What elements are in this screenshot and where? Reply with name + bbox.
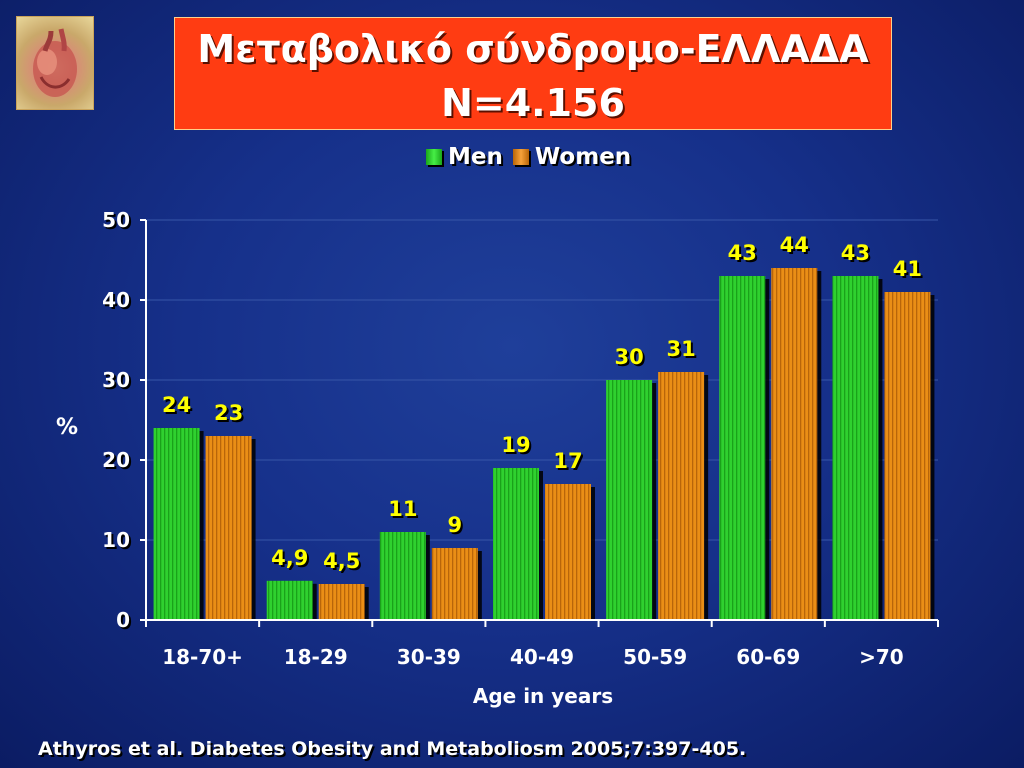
axis-layer <box>140 219 939 627</box>
value-label-shadow-women-1: 4,5 <box>325 551 362 575</box>
y-tick-label-30: 30 <box>102 368 130 392</box>
bar-women-3 <box>545 484 591 620</box>
slide-subtitle: N=4.156 <box>441 81 625 125</box>
value-label-shadow-women-5: 44 <box>782 235 811 259</box>
x-tick-label-0: 18-70+ <box>162 645 243 669</box>
value-label-women-6: 41 <box>893 257 922 281</box>
bar-men-0 <box>153 428 200 620</box>
bar-women-6 <box>884 292 931 620</box>
bar-men-3 <box>493 468 539 620</box>
y-tick-shadow-10: 10 <box>104 530 132 554</box>
x-tick-label-3: 40-49 <box>510 645 574 669</box>
value-label-women-0: 23 <box>214 401 243 425</box>
value-label-women-4: 31 <box>667 337 696 361</box>
y-tick-shadow-30: 30 <box>104 370 132 394</box>
chart-legend: Men Women <box>426 140 631 174</box>
bar-men-6 <box>832 276 879 620</box>
value-label-shadow-women-3: 17 <box>555 451 584 475</box>
y-tick-label-50: 50 <box>102 208 130 232</box>
y-tick-shadow-20: 20 <box>104 450 132 474</box>
value-label-shadow-men-1: 4,9 <box>273 548 310 572</box>
value-label-women-2: 9 <box>448 513 463 537</box>
value-label-shadow-women-2: 9 <box>450 515 465 539</box>
x-tick-label-2: 30-39 <box>397 645 461 669</box>
bar-men-4 <box>606 380 653 620</box>
x-axis-title: Age in years <box>473 684 613 708</box>
y-tick-label-20: 20 <box>102 448 130 472</box>
value-label-men-6: 43 <box>841 241 870 265</box>
bar-layer <box>153 268 935 620</box>
legend-swatch-men <box>426 149 442 165</box>
y-tick-shadow-50: 50 <box>104 210 132 234</box>
y-tick-label-0: 0 <box>116 608 130 632</box>
slide-title: Μεταβολικό σύνδρομο-ΕΛΛΑΔΑ <box>197 27 869 71</box>
value-label-men-0: 24 <box>162 393 191 417</box>
value-label-shadow-men-6: 43 <box>843 243 872 267</box>
value-label-shadow-men-3: 19 <box>503 435 532 459</box>
x-tick-label-1: 18-29 <box>284 645 348 669</box>
value-label-men-1: 4,9 <box>271 546 308 570</box>
legend-swatch-women <box>512 149 529 165</box>
value-label-shadow-women-4: 31 <box>669 339 698 363</box>
legend-label-men: Men <box>448 144 503 170</box>
value-label-men-2: 11 <box>388 497 417 521</box>
bar-men-5 <box>719 276 766 620</box>
bar-women-2 <box>431 548 478 620</box>
bar-women-4 <box>658 372 705 620</box>
value-label-women-1: 4,5 <box>323 549 360 573</box>
x-tick-label-6: >70 <box>859 645 904 669</box>
citation-footer: Athyros et al. Diabetes Obesity and Meta… <box>38 738 747 760</box>
slide-title-box: Μεταβολικό σύνδρομο-ΕΛΛΑΔΑ N=4.156 <box>174 17 892 130</box>
legend-item-men: Men <box>426 144 503 170</box>
bar-women-0 <box>205 436 252 620</box>
x-tick-label-4: 50-59 <box>623 645 687 669</box>
y-tick-label-10: 10 <box>102 528 130 552</box>
heart-illustration-icon <box>16 16 94 110</box>
value-label-men-5: 43 <box>728 241 757 265</box>
value-label-women-3: 17 <box>553 449 582 473</box>
y-tick-shadow-40: 40 <box>104 290 132 314</box>
y-axis-title: % <box>56 415 78 440</box>
bar-women-1 <box>318 584 365 620</box>
bar-women-5 <box>771 268 818 620</box>
value-label-women-5: 44 <box>780 233 809 257</box>
value-label-men-3: 19 <box>501 433 530 457</box>
y-tick-shadow-0: 0 <box>118 610 132 634</box>
value-label-shadow-men-0: 24 <box>164 395 193 419</box>
value-label-shadow-women-0: 23 <box>216 403 245 427</box>
value-label-shadow-men-5: 43 <box>730 243 759 267</box>
bar-men-2 <box>379 532 426 620</box>
legend-label-women: Women <box>534 144 632 170</box>
value-label-men-4: 30 <box>615 345 644 369</box>
y-tick-label-40: 40 <box>102 288 130 312</box>
value-label-shadow-men-4: 30 <box>617 347 646 371</box>
x-tick-label-5: 60-69 <box>736 645 800 669</box>
bar-men-1 <box>266 580 313 620</box>
heart-logo-graphic <box>33 28 77 97</box>
value-label-shadow-women-6: 41 <box>895 259 924 283</box>
value-label-shadow-men-2: 11 <box>390 499 419 523</box>
legend-item-women: Women <box>512 144 632 170</box>
